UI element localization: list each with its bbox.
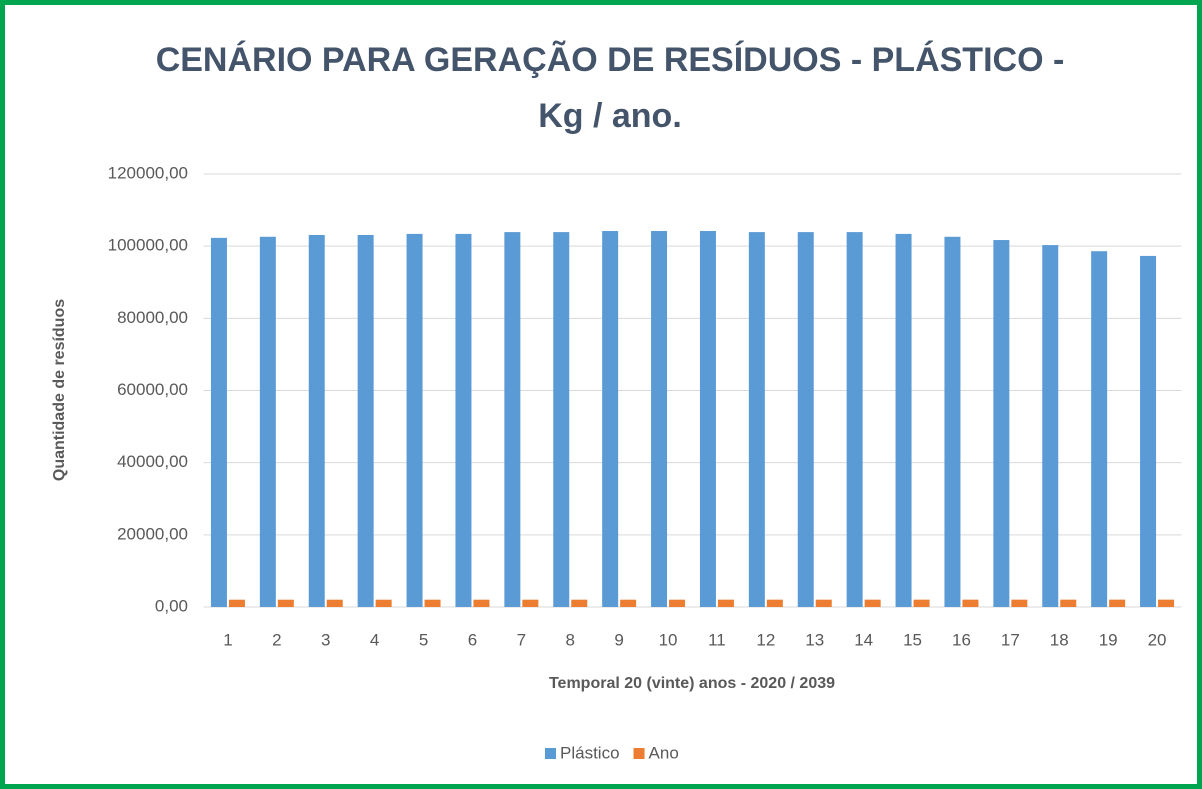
bar — [815, 599, 832, 607]
bar — [766, 599, 783, 607]
y-axis-title: Quantidade de resíduos — [51, 299, 68, 481]
bar — [699, 231, 716, 608]
x-tick-label: 16 — [952, 630, 971, 649]
bar — [717, 599, 734, 607]
bar — [620, 599, 637, 607]
chart-title: CENÁRIO PARA GERAÇÃO DE RESÍDUOS - PLÁST… — [156, 41, 1065, 79]
bar — [210, 237, 227, 607]
bar — [1091, 251, 1108, 608]
x-tick-label: 6 — [468, 630, 477, 649]
legend-swatch — [633, 748, 645, 759]
bar — [308, 234, 325, 607]
y-tick-label: 0,00 — [155, 596, 188, 615]
bar — [993, 240, 1010, 607]
legend-label: Plástico — [560, 743, 620, 762]
bar — [228, 599, 245, 607]
y-tick-label: 40000,00 — [117, 452, 188, 471]
bar — [962, 599, 979, 607]
bar — [473, 599, 490, 607]
y-tick-label: 120000,00 — [108, 163, 188, 182]
bar — [895, 233, 912, 608]
bar — [864, 599, 881, 607]
y-tick-label: 20000,00 — [117, 524, 188, 543]
x-tick-label: 1 — [223, 630, 232, 649]
y-tick-label: 60000,00 — [117, 380, 188, 399]
x-tick-label: 14 — [854, 630, 873, 649]
x-tick-label: 5 — [419, 630, 428, 649]
x-tick-label: 20 — [1148, 630, 1167, 649]
bar — [553, 232, 570, 607]
bar — [455, 233, 472, 608]
x-tick-label: 8 — [566, 630, 575, 649]
bar — [406, 233, 423, 608]
legend-label: Ano — [649, 743, 679, 762]
x-tick-label: 11 — [708, 630, 726, 649]
bar — [504, 232, 521, 607]
x-tick-label: 9 — [614, 630, 623, 649]
x-tick-label: 3 — [321, 630, 330, 649]
bar — [797, 232, 814, 607]
x-tick-label: 15 — [903, 630, 922, 649]
bar — [1158, 599, 1175, 607]
bar — [259, 236, 276, 607]
x-tick-label: 17 — [1001, 630, 1020, 649]
bar — [1109, 599, 1126, 607]
x-axis-title: Temporal 20 (vinte) anos - 2020 / 2039 — [549, 675, 835, 692]
x-tick-label: 13 — [805, 630, 824, 649]
bar — [846, 232, 863, 607]
bar — [748, 232, 765, 607]
legend-swatch — [545, 748, 556, 759]
x-tick-label: 12 — [756, 630, 775, 649]
bar — [357, 234, 374, 607]
chart-title: Kg / ano. — [538, 97, 682, 135]
x-tick-label: 18 — [1050, 630, 1069, 649]
y-tick-label: 100000,00 — [108, 236, 188, 255]
bar — [326, 599, 343, 607]
bar — [913, 599, 930, 607]
bar — [1011, 599, 1028, 607]
bar — [1042, 245, 1059, 607]
bar — [277, 599, 294, 607]
x-tick-label: 10 — [659, 630, 678, 649]
bar — [602, 231, 619, 608]
bar — [424, 599, 441, 607]
bar — [669, 599, 686, 607]
bar — [1140, 255, 1157, 607]
bar — [944, 236, 961, 607]
x-tick-label: 19 — [1099, 630, 1118, 649]
bar — [1060, 599, 1077, 607]
x-tick-label: 4 — [370, 630, 379, 649]
bar — [571, 599, 588, 607]
x-tick-label: 7 — [517, 630, 526, 649]
x-tick-label: 2 — [272, 630, 281, 649]
bar — [651, 231, 668, 608]
bar — [522, 599, 539, 607]
bar — [375, 599, 392, 607]
y-tick-label: 80000,00 — [117, 308, 188, 327]
